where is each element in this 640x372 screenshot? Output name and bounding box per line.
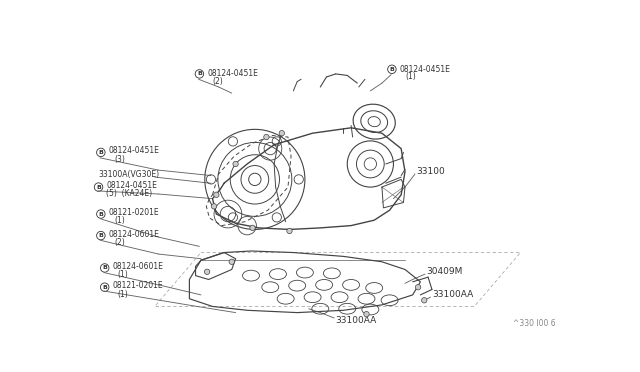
Text: B: B: [99, 150, 103, 155]
Circle shape: [250, 225, 255, 231]
Text: (2): (2): [114, 238, 125, 247]
Text: 08121-0201E: 08121-0201E: [109, 208, 159, 217]
Circle shape: [214, 192, 219, 198]
Text: B: B: [197, 71, 202, 76]
Text: (3): (3): [114, 155, 125, 164]
Text: ^330 l00 6: ^330 l00 6: [513, 319, 556, 328]
Text: 33100AA: 33100AA: [432, 291, 473, 299]
Text: 33100AA: 33100AA: [336, 316, 377, 325]
Circle shape: [415, 285, 420, 290]
Circle shape: [279, 131, 285, 136]
Circle shape: [422, 298, 427, 303]
Text: B: B: [99, 212, 103, 217]
Circle shape: [364, 311, 369, 317]
Text: B: B: [390, 67, 394, 72]
Text: (2): (2): [212, 77, 223, 86]
Text: (5)  (KA24E): (5) (KA24E): [106, 189, 152, 198]
Circle shape: [233, 161, 238, 167]
Text: 08121-0201E: 08121-0201E: [113, 281, 163, 290]
Text: 33100A(VG30E): 33100A(VG30E): [99, 170, 159, 179]
Circle shape: [229, 259, 234, 264]
Text: (1): (1): [118, 290, 129, 299]
Text: 33100: 33100: [417, 167, 445, 176]
Text: B: B: [96, 185, 101, 190]
Text: (1): (1): [114, 217, 125, 225]
Text: 08124-0451E: 08124-0451E: [399, 65, 451, 74]
Circle shape: [287, 228, 292, 234]
Text: B: B: [102, 266, 107, 270]
Text: 08124-0451E: 08124-0451E: [106, 181, 157, 190]
Circle shape: [211, 203, 217, 209]
Circle shape: [264, 134, 269, 140]
Text: (1): (1): [405, 73, 416, 81]
Text: 08124-0451E: 08124-0451E: [207, 70, 258, 78]
Text: (1): (1): [118, 270, 129, 279]
Text: 08124-0601E: 08124-0601E: [109, 230, 159, 238]
Text: 08124-0451E: 08124-0451E: [109, 147, 159, 155]
Text: 08124-0601E: 08124-0601E: [113, 262, 163, 271]
Text: 30409M: 30409M: [427, 267, 463, 276]
Circle shape: [204, 269, 210, 275]
Text: B: B: [102, 285, 107, 290]
Text: B: B: [99, 233, 103, 238]
